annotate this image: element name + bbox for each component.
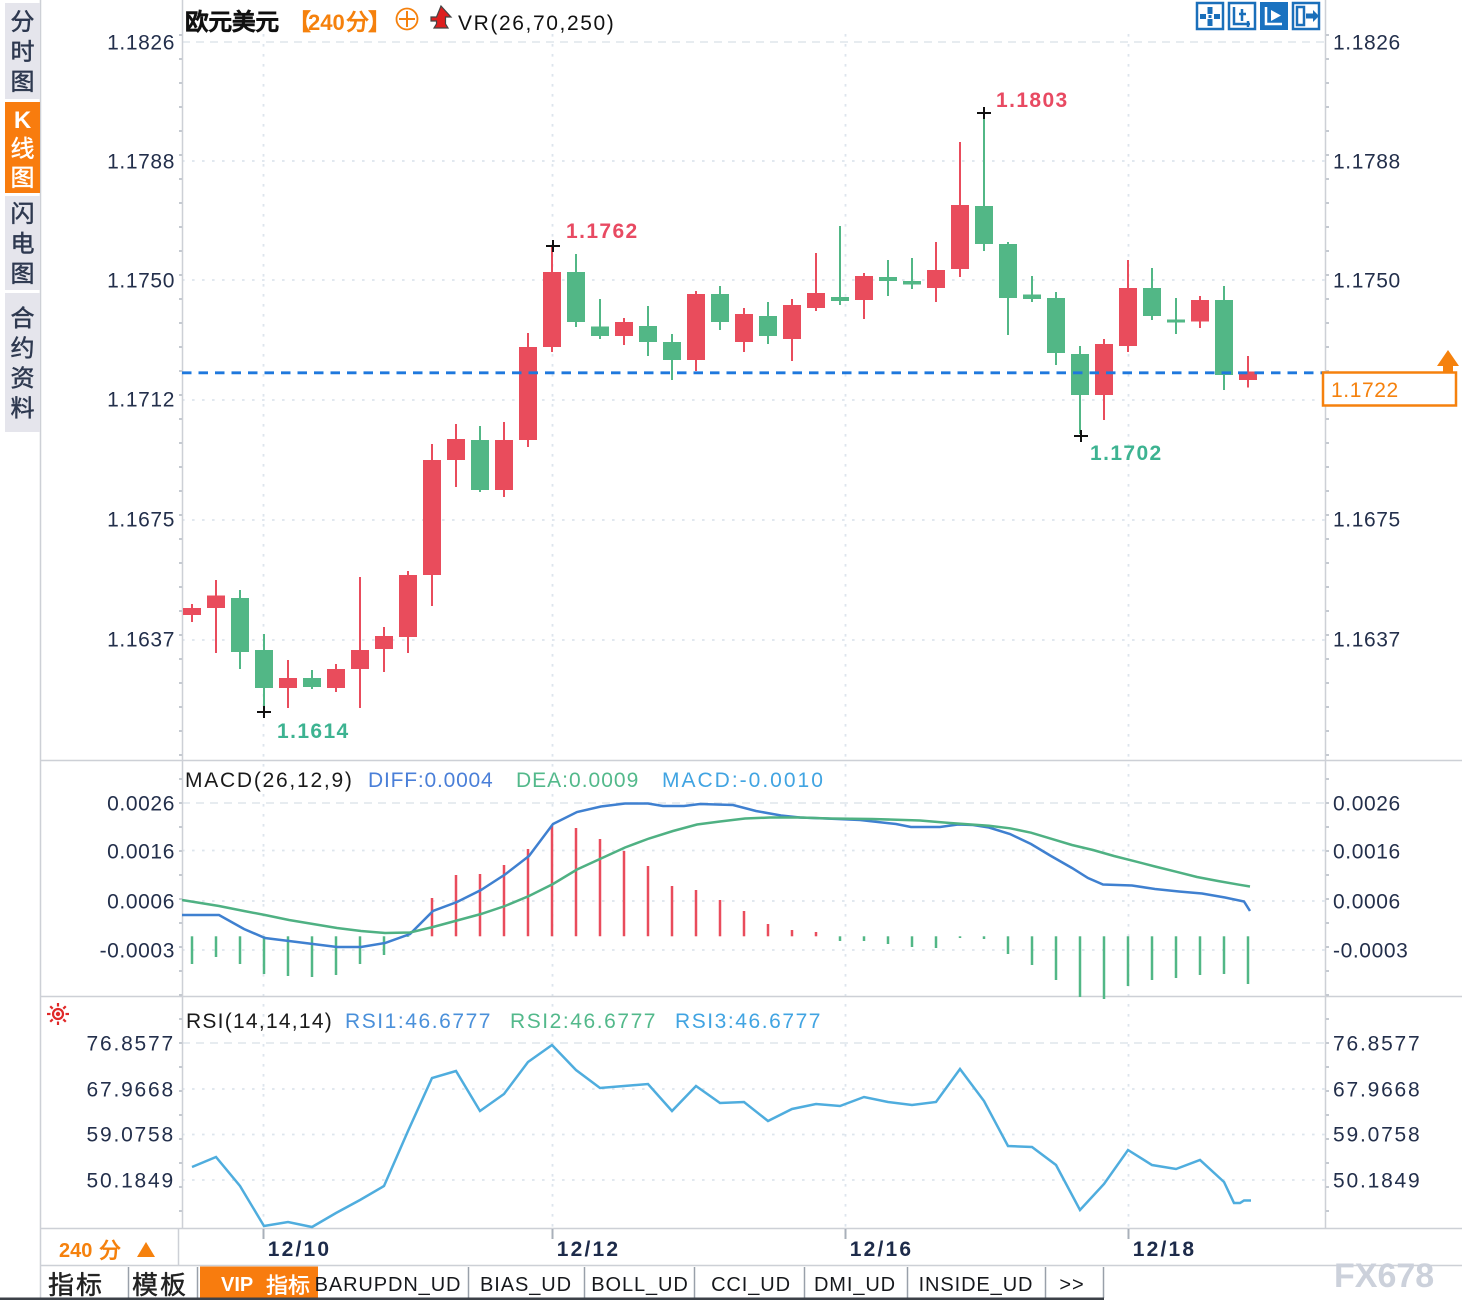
svg-text:1.1722: 1.1722	[1331, 379, 1399, 402]
svg-text:BOLL_UD: BOLL_UD	[591, 1274, 688, 1296]
svg-text:0.0016: 0.0016	[107, 841, 175, 864]
svg-text:1.1762: 1.1762	[566, 220, 639, 243]
svg-text:-0.0003: -0.0003	[100, 940, 175, 963]
svg-text:0.0026: 0.0026	[1333, 793, 1401, 816]
svg-text:0.0006: 0.0006	[107, 891, 175, 914]
svg-text:VIP: VIP	[221, 1274, 253, 1296]
svg-text:1.1826: 1.1826	[107, 32, 175, 55]
svg-text:1.1826: 1.1826	[1333, 32, 1401, 55]
svg-text:1.1614: 1.1614	[277, 720, 350, 743]
svg-text:BARUPDN_UD: BARUPDN_UD	[315, 1274, 462, 1296]
svg-text:12/10: 12/10	[268, 1238, 332, 1261]
svg-text:67.9668: 67.9668	[86, 1079, 175, 1102]
svg-text:0.0006: 0.0006	[1333, 891, 1401, 914]
svg-text:1.1675: 1.1675	[1333, 509, 1401, 532]
svg-text:1.1788: 1.1788	[107, 151, 175, 174]
svg-text:12/18: 12/18	[1133, 1238, 1197, 1261]
svg-text:RSI(14,14,14): RSI(14,14,14)	[186, 1010, 333, 1033]
svg-text:INSIDE_UD: INSIDE_UD	[919, 1274, 1034, 1296]
svg-text:12/12: 12/12	[557, 1238, 621, 1261]
svg-text:67.9668: 67.9668	[1333, 1079, 1422, 1102]
svg-text:DIFF:0.0004: DIFF:0.0004	[368, 769, 494, 792]
svg-text:K: K	[14, 107, 32, 134]
svg-text:0.0026: 0.0026	[107, 793, 175, 816]
svg-text:1.1750: 1.1750	[107, 270, 175, 293]
svg-text:1.1637: 1.1637	[107, 629, 175, 652]
svg-text:1.1803: 1.1803	[996, 89, 1069, 112]
svg-text:RSI1:46.6777: RSI1:46.6777	[345, 1010, 492, 1033]
svg-text:RSI2:46.6777: RSI2:46.6777	[510, 1010, 657, 1033]
svg-text:FX678: FX678	[1334, 1257, 1434, 1295]
svg-text:BIAS_UD: BIAS_UD	[480, 1274, 572, 1296]
svg-text:DMI_UD: DMI_UD	[814, 1274, 896, 1296]
svg-text:1.1788: 1.1788	[1333, 151, 1401, 174]
svg-text:12/16: 12/16	[850, 1238, 914, 1261]
svg-text:50.1849: 50.1849	[86, 1170, 175, 1193]
svg-text:DEA:0.0009: DEA:0.0009	[516, 769, 639, 792]
svg-text:0.0016: 0.0016	[1333, 841, 1401, 864]
svg-text:RSI3:46.6777: RSI3:46.6777	[675, 1010, 822, 1033]
svg-text:-0.0003: -0.0003	[1333, 940, 1408, 963]
svg-text:1.1712: 1.1712	[107, 389, 175, 412]
svg-text:VR(26,70,250): VR(26,70,250)	[458, 12, 615, 35]
svg-text:1.1675: 1.1675	[107, 509, 175, 532]
svg-text:240: 240	[308, 10, 345, 35]
svg-text:MACD(26,12,9): MACD(26,12,9)	[185, 769, 354, 792]
svg-text:76.8577: 76.8577	[1333, 1033, 1422, 1056]
svg-text:1.1750: 1.1750	[1333, 270, 1401, 293]
svg-text:50.1849: 50.1849	[1333, 1170, 1422, 1193]
svg-text:240: 240	[59, 1240, 92, 1262]
svg-text:CCI_UD: CCI_UD	[711, 1274, 791, 1296]
svg-text:>>: >>	[1059, 1274, 1084, 1296]
svg-text:1.1702: 1.1702	[1090, 442, 1163, 465]
svg-text:59.0758: 59.0758	[1333, 1124, 1422, 1147]
svg-text:MACD:-0.0010: MACD:-0.0010	[662, 769, 825, 792]
svg-text:76.8577: 76.8577	[86, 1033, 175, 1056]
svg-text:59.0758: 59.0758	[86, 1124, 175, 1147]
svg-text:1.1637: 1.1637	[1333, 629, 1401, 652]
